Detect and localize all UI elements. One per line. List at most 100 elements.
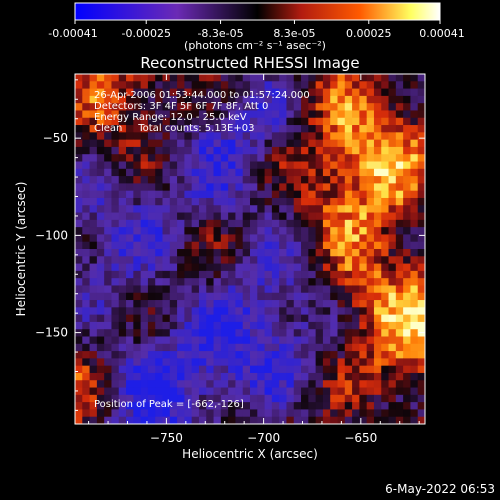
heatmap-cell — [155, 81, 163, 89]
heatmap-cell — [330, 154, 338, 162]
heatmap-cell — [75, 270, 83, 279]
heatmap-cell — [206, 278, 214, 286]
heatmap-cell — [337, 132, 346, 141]
heatmap-cell — [395, 372, 404, 381]
heatmap-cell — [403, 197, 411, 206]
heatmap-cell — [235, 197, 244, 206]
heatmap-cell — [359, 88, 368, 97]
heatmap-cell — [410, 416, 419, 425]
heatmap-cell — [104, 103, 112, 111]
heatmap-cell — [286, 117, 295, 126]
heatmap-cell — [308, 300, 317, 308]
heatmap-cell — [344, 88, 353, 97]
heatmap-cell — [89, 249, 98, 257]
heatmap-cell — [140, 365, 149, 374]
heatmap-cell — [82, 343, 90, 352]
heatmap-cell — [315, 285, 324, 294]
heatmap-cell — [228, 176, 236, 184]
colorbar-tick-label: -0.00025 — [121, 27, 170, 40]
heatmap-cell — [352, 95, 360, 104]
heatmap-cell — [228, 125, 236, 133]
x-tick-label: −650 — [344, 431, 377, 445]
heatmap-cell — [250, 343, 258, 352]
heatmap-cell — [381, 321, 389, 330]
heatmap-cell — [126, 300, 134, 308]
heatmap-cell — [242, 278, 251, 286]
heatmap-cell — [75, 197, 83, 206]
heatmap-cell — [184, 292, 193, 301]
heatmap-cell — [155, 110, 163, 119]
heatmap-cell — [330, 125, 338, 133]
heatmap-cell — [213, 95, 222, 104]
heatmap-cell — [118, 190, 127, 199]
heatmap-cell — [147, 365, 156, 374]
heatmap-cell — [322, 387, 331, 396]
heatmap-cell — [213, 176, 222, 184]
heatmap-cell — [118, 168, 127, 177]
heatmap-cell — [111, 125, 120, 133]
heatmap-cell — [104, 249, 112, 257]
heatmap-cell — [126, 358, 134, 367]
heatmap-cell — [89, 351, 98, 359]
heatmap-cell — [373, 351, 382, 359]
heatmap-cell — [147, 343, 156, 352]
heatmap-cell — [213, 270, 222, 279]
heatmap-cell — [118, 205, 127, 213]
annotation-detectors: Detectors: 3F 4F 5F 6F 7F 8F, Att 0 — [94, 101, 268, 112]
heatmap-cell — [403, 95, 411, 104]
heatmap-cell — [322, 343, 331, 352]
heatmap-cell — [191, 263, 200, 272]
heatmap-cell — [308, 117, 317, 126]
annotation-peak: Position of Peak = [-662,-126] — [94, 399, 244, 410]
heatmap-cell — [235, 125, 244, 133]
heatmap-cell — [381, 117, 389, 126]
heatmap-cell — [322, 161, 331, 170]
heatmap-cell — [82, 168, 90, 177]
heatmap-cell — [352, 110, 360, 119]
heatmap-cell — [264, 161, 273, 170]
heatmap-cell — [198, 227, 207, 235]
heatmap-cell — [82, 336, 90, 345]
heatmap-cell — [301, 88, 309, 97]
heatmap-cell — [162, 241, 171, 250]
heatmap-cell — [228, 394, 236, 403]
heatmap-cell — [126, 110, 134, 119]
heatmap-cell — [118, 95, 127, 104]
colorbar — [74, 2, 441, 21]
heatmap-cell — [337, 234, 346, 243]
heatmap-cell — [96, 387, 105, 396]
heatmap-cell — [410, 372, 419, 381]
heatmap-cell — [264, 241, 273, 250]
heatmap-cell — [308, 103, 317, 111]
heatmap-cell — [381, 358, 389, 367]
heatmap-cell — [301, 197, 309, 206]
heatmap-cell — [250, 321, 258, 330]
heatmap-cell — [235, 219, 244, 228]
heatmap-cell — [264, 402, 273, 410]
heatmap-cell — [96, 292, 105, 301]
heatmap-cell — [242, 285, 251, 294]
heatmap-cell — [104, 365, 112, 374]
heatmap-cell — [417, 168, 426, 177]
heatmap-cell — [140, 219, 149, 228]
heatmap-cell — [89, 81, 98, 89]
heatmap-cell — [111, 409, 120, 418]
heatmap-cell — [89, 336, 98, 345]
heatmap-cell — [315, 110, 324, 119]
heatmap-cell — [279, 292, 287, 301]
heatmap-cell — [184, 263, 193, 272]
heatmap-cell — [271, 219, 280, 228]
heatmap-cell — [373, 307, 382, 316]
heatmap-cell — [417, 103, 426, 111]
heatmap-cell — [96, 117, 105, 126]
heatmap-cell — [228, 307, 236, 316]
heatmap-cell — [184, 212, 193, 221]
heatmap-cell — [417, 278, 426, 286]
heatmap-cell — [352, 146, 360, 155]
heatmap-cell — [322, 183, 331, 192]
heatmap-cell — [293, 234, 302, 243]
heatmap-cell — [388, 292, 397, 301]
heatmap-cell — [220, 278, 229, 286]
heatmap-cell — [191, 329, 200, 337]
heatmap-cell — [366, 402, 375, 410]
